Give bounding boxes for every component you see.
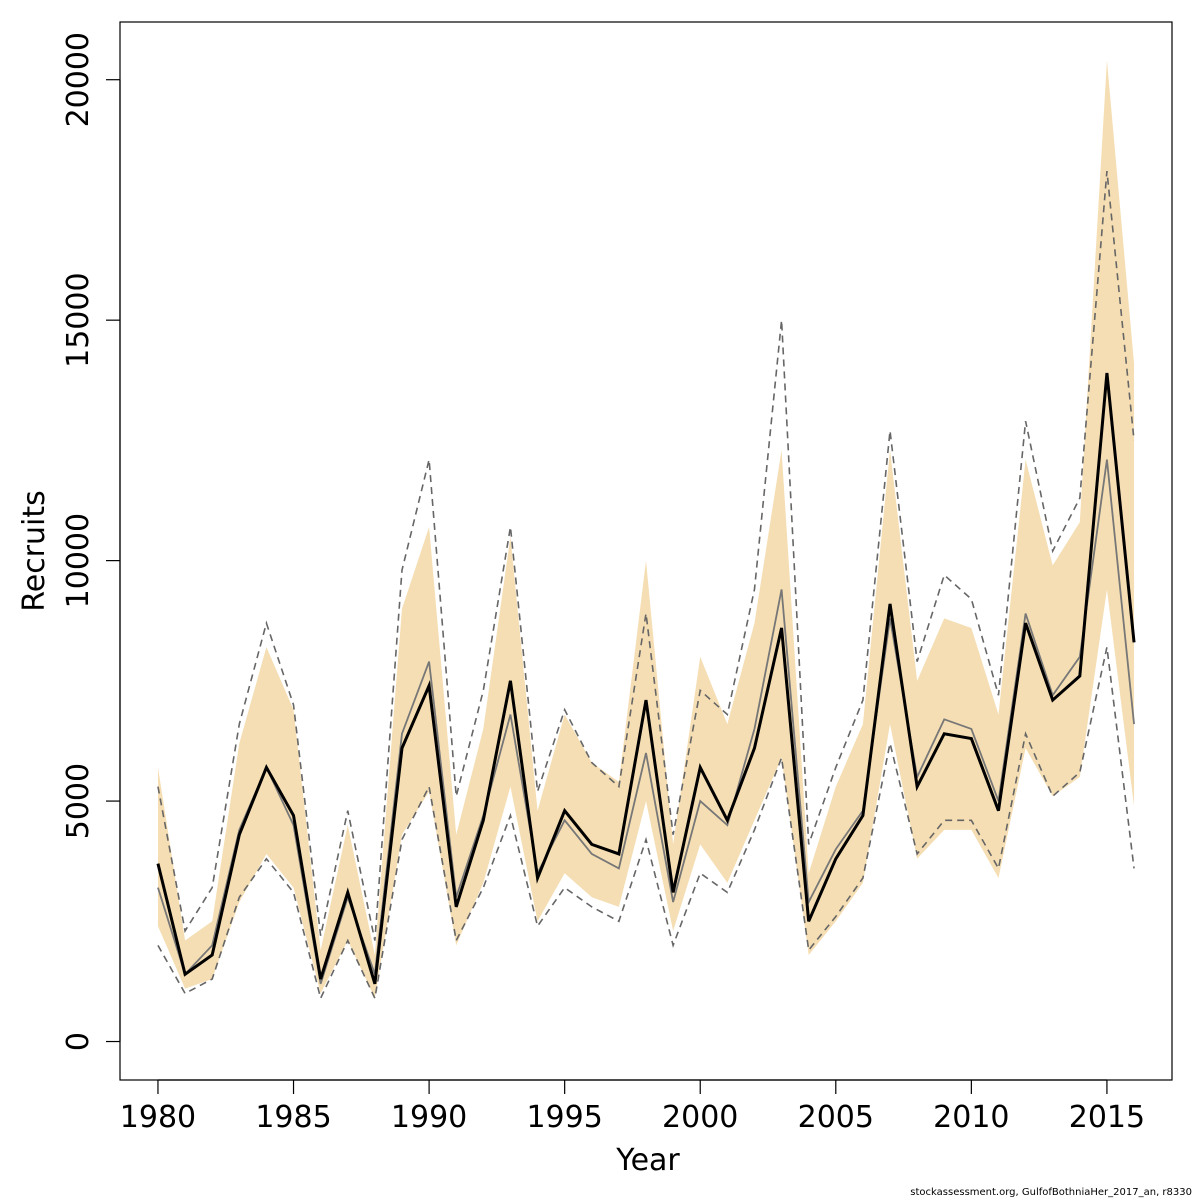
x-tick-label: 1990	[391, 1100, 467, 1135]
y-tick-label: 15000	[61, 272, 96, 367]
confidence-band	[157, 60, 1135, 999]
y-axis-title: Recruits	[17, 490, 52, 612]
y-axis: 0 5000 10000 15000 20000	[61, 32, 121, 1051]
x-tick-label: 1995	[526, 1100, 602, 1135]
dashed-lower-line	[157, 647, 1135, 1001]
x-tick-label: 2000	[662, 1100, 738, 1135]
x-tick-label: 1985	[255, 1100, 331, 1135]
x-tick-label: 2005	[798, 1100, 874, 1135]
x-tick-label: 1980	[120, 1100, 196, 1135]
y-tick-label: 0	[61, 1032, 96, 1051]
source-note: stockassessment.org, GulfofBothniaHer_20…	[910, 1187, 1192, 1198]
x-tick-label: 2010	[933, 1100, 1009, 1135]
main-estimate-line	[156, 372, 1136, 985]
x-axis: 1980 1985 1990 1995 2000 2005 2010 2015	[120, 1079, 1145, 1135]
alt-estimate-line	[157, 459, 1135, 985]
y-tick-label: 10000	[61, 513, 96, 608]
y-tick-label: 5000	[61, 763, 96, 839]
series-lines-layer	[156, 171, 1136, 1001]
y-tick-label: 20000	[61, 32, 96, 127]
plot-frame	[119, 21, 1173, 1081]
x-tick-label: 2015	[1069, 1100, 1145, 1135]
confidence-band-layer	[157, 60, 1135, 999]
x-axis-title: Year	[615, 1143, 680, 1178]
dashed-upper-line	[157, 171, 1135, 941]
